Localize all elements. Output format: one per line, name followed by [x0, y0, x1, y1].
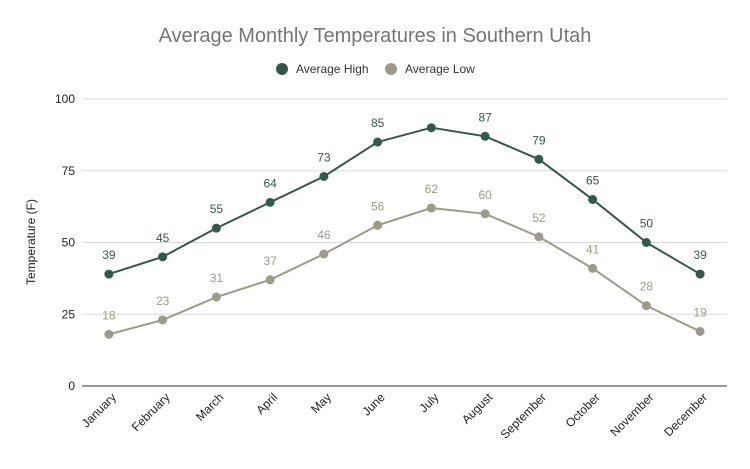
data-point — [480, 131, 490, 141]
data-label: 46 — [317, 228, 331, 242]
data-label: 85 — [371, 116, 385, 130]
y-tick-label: 25 — [62, 307, 76, 321]
x-tick-label: November — [607, 390, 656, 439]
legend-marker-average-high — [276, 63, 288, 75]
data-point — [319, 249, 329, 259]
y-axis-title: Temperature (F) — [24, 199, 38, 285]
data-point — [480, 209, 490, 219]
data-labels: 39 45 55 64 73 85 87 79 65 50 39 18 23 31 37 46 56 62 60 52… — [102, 110, 707, 322]
data-label: 73 — [317, 150, 331, 164]
data-point — [265, 197, 275, 207]
series — [104, 123, 705, 339]
data-label: 50 — [640, 217, 654, 231]
x-tick-label: December — [661, 390, 710, 439]
data-label: 18 — [102, 308, 116, 322]
legend-label-average-low: Average Low — [405, 62, 475, 76]
x-tick-label: May — [308, 390, 334, 416]
y-tick-label: 75 — [62, 164, 76, 178]
data-point — [265, 275, 275, 285]
x-tick-label: February — [129, 390, 173, 434]
data-point — [104, 329, 114, 339]
data-label: 23 — [156, 294, 170, 308]
data-point — [641, 301, 651, 311]
x-tick-label: March — [193, 390, 226, 423]
legend-marker-average-low — [385, 63, 397, 75]
data-point — [158, 315, 168, 325]
y-tick-label: 0 — [68, 379, 75, 393]
data-label: 79 — [532, 133, 546, 147]
data-point — [588, 263, 598, 273]
data-label: 39 — [693, 248, 707, 262]
x-tick-label: April — [253, 390, 280, 417]
data-point — [158, 252, 168, 262]
data-point — [426, 123, 436, 133]
data-point — [641, 238, 651, 247]
y-tick-label: 100 — [55, 92, 75, 106]
data-point — [373, 137, 383, 147]
data-point — [104, 269, 114, 279]
x-tick-label: August — [459, 390, 496, 427]
data-label: 41 — [586, 242, 600, 256]
data-point — [534, 154, 544, 164]
x-tick-label: September — [498, 390, 549, 441]
data-point — [426, 203, 436, 213]
data-point — [373, 220, 383, 230]
data-label: 52 — [532, 211, 546, 225]
data-label: 60 — [478, 188, 492, 202]
data-label: 37 — [263, 254, 277, 268]
data-point — [211, 292, 221, 302]
y-axis-ticks: 0 25 50 75 100 — [55, 92, 75, 393]
data-point — [534, 232, 544, 242]
data-label: 45 — [156, 231, 170, 245]
x-tick-label: July — [417, 390, 442, 415]
data-label: 31 — [210, 271, 224, 285]
data-label: 55 — [210, 202, 224, 216]
data-label: 56 — [371, 199, 385, 213]
chart-title: Average Monthly Temperatures in Southern… — [159, 25, 592, 47]
data-label: 39 — [102, 248, 116, 262]
data-point — [695, 326, 705, 336]
data-label: 87 — [478, 110, 492, 124]
x-tick-label: June — [359, 390, 388, 419]
data-label: 19 — [693, 305, 707, 319]
series-line — [108, 207, 701, 336]
data-label: 28 — [640, 280, 654, 294]
data-label: 64 — [263, 176, 277, 190]
data-point — [319, 171, 329, 181]
data-label: 62 — [425, 182, 439, 196]
data-point — [695, 269, 705, 279]
gridlines — [82, 98, 727, 387]
legend-label-average-high: Average High — [296, 62, 369, 76]
x-tick-label: January — [79, 390, 119, 430]
y-tick-label: 50 — [62, 236, 76, 250]
legend: Average High Average Low — [276, 62, 475, 76]
data-point — [588, 194, 598, 204]
x-axis-ticks: January February March April May June July Augu… — [79, 390, 710, 442]
data-label: 65 — [586, 173, 600, 187]
x-tick-label: October — [563, 390, 603, 430]
data-point — [211, 223, 221, 233]
series-line — [108, 126, 701, 276]
